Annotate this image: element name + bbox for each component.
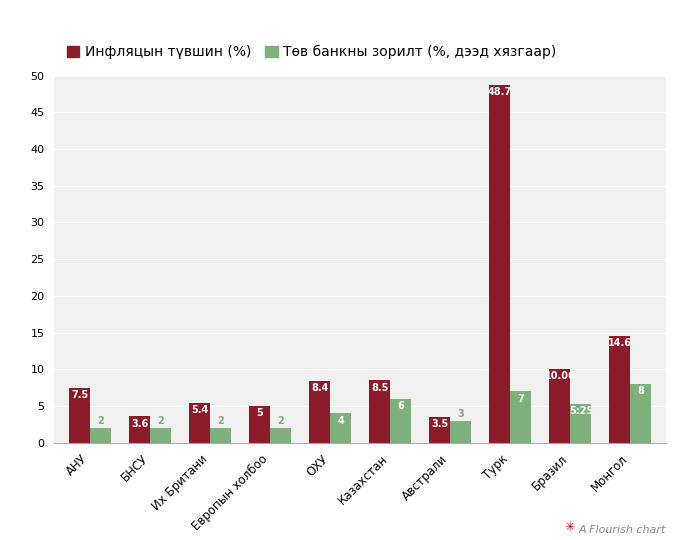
Text: 5:25: 5:25 (568, 407, 593, 416)
Text: 8: 8 (637, 386, 645, 396)
Bar (511, 392, 531, 443)
Text: 48.7: 48.7 (488, 87, 512, 97)
Bar (571, 404, 592, 443)
Text: ✳: ✳ (564, 521, 575, 534)
Bar (450, 421, 471, 443)
Bar (250, 406, 271, 443)
Text: 10.06: 10.06 (545, 371, 575, 381)
Text: 8.4: 8.4 (311, 383, 328, 393)
Text: 8.5: 8.5 (371, 382, 388, 393)
Bar (69, 388, 90, 443)
Bar (90, 428, 112, 443)
Bar (129, 416, 150, 443)
Bar (429, 417, 450, 443)
Text: 5.4: 5.4 (191, 406, 209, 415)
Bar (190, 403, 210, 443)
Legend: Инфляцын түвшин (%), Төв банкны зорилт (%, дээд хязгаар): Инфляцын түвшин (%), Төв банкны зорилт (… (61, 40, 562, 65)
Bar (150, 428, 171, 443)
Text: 2: 2 (218, 416, 224, 426)
Bar (330, 414, 352, 443)
Text: 4: 4 (337, 416, 344, 426)
Bar (369, 380, 390, 443)
Text: 3.5: 3.5 (431, 419, 449, 429)
Text: 5: 5 (256, 408, 263, 418)
Bar (630, 384, 651, 443)
Bar (309, 381, 330, 443)
Text: 2: 2 (277, 416, 284, 426)
Text: 3: 3 (458, 409, 464, 419)
Text: 2: 2 (158, 416, 165, 426)
Text: 6: 6 (398, 401, 405, 411)
Bar (549, 369, 571, 443)
Bar (210, 428, 231, 443)
Bar (271, 428, 292, 443)
Text: 2: 2 (97, 416, 104, 426)
Bar (609, 335, 630, 443)
Text: 3.6: 3.6 (131, 418, 148, 429)
Bar (490, 85, 511, 443)
Text: A Flourish chart: A Flourish chart (579, 524, 666, 535)
Text: 7: 7 (517, 394, 524, 403)
Bar (390, 399, 411, 443)
Text: 14.6: 14.6 (608, 338, 632, 348)
Text: 7.5: 7.5 (71, 390, 88, 400)
